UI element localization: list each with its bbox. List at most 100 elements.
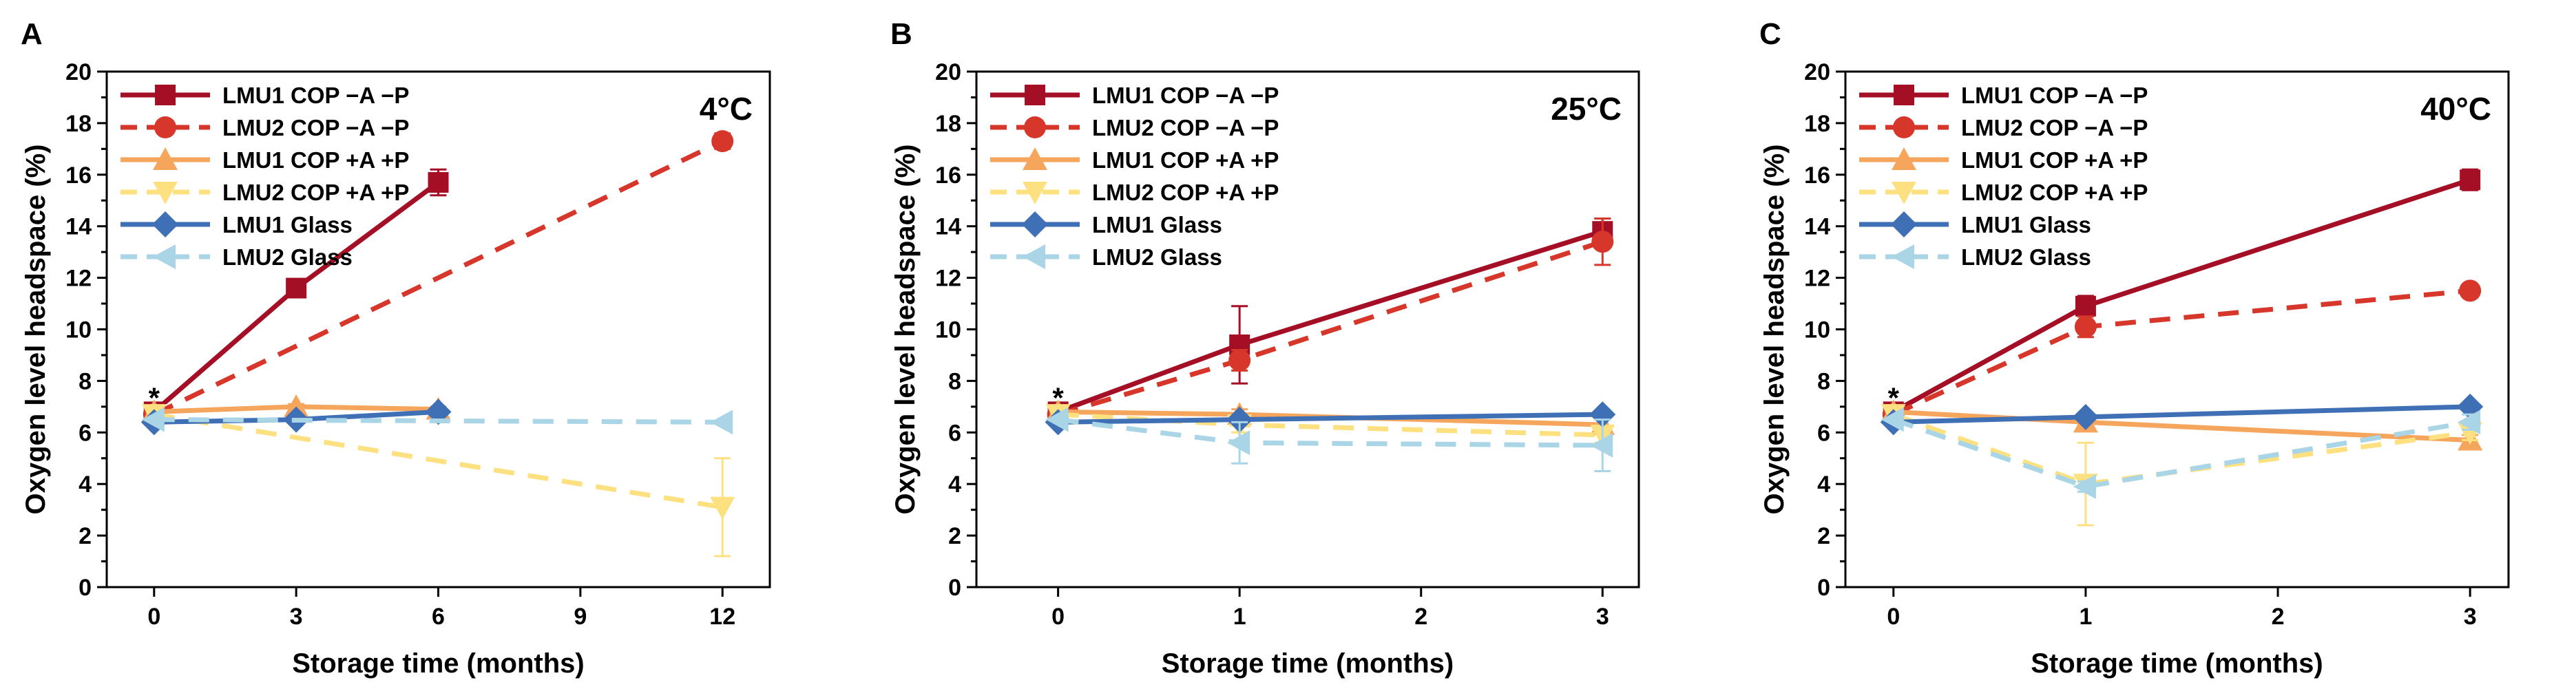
y-tick-label: 14 <box>1804 214 1830 240</box>
data-point <box>286 277 307 299</box>
data-point <box>1591 231 1614 253</box>
legend-label: LMU2 Glass <box>222 244 353 270</box>
y-tick-label: 8 <box>78 368 92 394</box>
legend-label: LMU1 COP −A −P <box>1961 83 2148 108</box>
data-point <box>2075 295 2096 317</box>
y-tick-label: 2 <box>1817 523 1830 549</box>
data-point <box>1227 430 1250 456</box>
series-line <box>1892 417 2471 489</box>
legend-marker <box>1025 85 1045 105</box>
series-5 <box>141 407 733 435</box>
series-line <box>154 417 723 425</box>
significance-annotation: * <box>1052 381 1064 414</box>
legend-label: LMU2 COP −A −P <box>1092 115 1279 140</box>
significance-annotation: * <box>149 381 160 414</box>
data-point <box>428 172 449 193</box>
temperature-label: 40°C <box>2420 91 2491 127</box>
y-tick-label: 20 <box>1804 59 1830 85</box>
legend-marker <box>1892 182 1916 204</box>
y-tick-label: 0 <box>78 575 92 601</box>
legend: LMU1 COP −A −P LMU2 COP −A −P LMU1 COP +A … <box>1859 83 2148 270</box>
y-axis-title: Oxygen level headspace (%) <box>1759 144 1790 514</box>
legend-label: LMU1 Glass <box>1961 212 2091 237</box>
plot-frame <box>105 70 771 588</box>
data-point <box>1590 433 1613 458</box>
data-point <box>710 496 735 520</box>
significance-annotation: * <box>1888 381 1900 414</box>
panel-label: C <box>1759 17 1781 51</box>
legend-marker <box>1894 85 1914 105</box>
legend-marker <box>1892 147 1916 170</box>
y-tick-label: 4 <box>1817 471 1830 498</box>
data-point <box>141 407 165 432</box>
legend-label: LMU1 COP +A +P <box>1092 147 1279 173</box>
legend-label: LMU2 Glass <box>1961 244 2091 270</box>
legend-marker <box>152 211 178 237</box>
x-tick-label: 3 <box>290 604 303 630</box>
y-tick-label: 10 <box>1804 317 1830 343</box>
legend: LMU1 COP −A −P LMU2 COP −A −P LMU1 COP +A … <box>990 83 1279 270</box>
legend-marker <box>1023 182 1047 204</box>
y-tick-label: 6 <box>1817 420 1830 446</box>
y-tick-label: 20 <box>935 59 961 85</box>
y-tick-label: 12 <box>935 266 961 292</box>
series-1 <box>1882 279 2482 426</box>
data-point <box>710 410 733 435</box>
legend-label: LMU1 Glass <box>1092 212 1222 237</box>
y-tick-label: 6 <box>78 420 92 446</box>
data-point <box>2459 279 2482 302</box>
y-tick-label: 0 <box>948 575 961 601</box>
data-point <box>1589 401 1616 428</box>
x-tick-label: 2 <box>1414 604 1427 630</box>
legend-label: LMU2 COP −A −P <box>1961 115 2148 140</box>
legend-marker <box>1023 147 1047 170</box>
x-tick-label: 3 <box>2464 604 2477 630</box>
legend-marker <box>1892 244 1914 269</box>
series-line <box>1892 412 2471 487</box>
data-point <box>2458 410 2481 435</box>
x-tick-label: 0 <box>147 604 160 630</box>
x-tick-label: 6 <box>432 604 445 630</box>
legend-marker <box>153 244 176 269</box>
legend-marker <box>1024 116 1046 138</box>
legend-label: LMU1 COP −A −P <box>222 83 409 108</box>
y-tick-label: 10 <box>65 317 92 343</box>
x-tick-label: 2 <box>2272 604 2285 630</box>
data-point <box>2073 474 2096 499</box>
x-tick-label: 1 <box>1233 604 1246 630</box>
y-tick-label: 8 <box>948 368 961 394</box>
data-point <box>425 399 452 425</box>
y-tick-label: 14 <box>935 214 961 240</box>
y-tick-label: 18 <box>1804 111 1830 137</box>
x-axis-title: Storage time (months) <box>2031 648 2323 679</box>
y-tick-label: 4 <box>78 471 92 498</box>
temperature-label: 25°C <box>1551 91 1622 127</box>
x-axis-title: Storage time (months) <box>292 648 584 679</box>
series-line <box>154 412 723 510</box>
series-line <box>1892 288 2471 417</box>
y-tick-label: 0 <box>1817 575 1830 601</box>
x-axis-title: Storage time (months) <box>1162 648 1454 679</box>
data-point <box>284 394 309 417</box>
legend-label: LMU1 COP −A −P <box>1092 83 1279 108</box>
y-tick-label: 16 <box>65 162 92 189</box>
legend-label: LMU1 Glass <box>222 212 353 237</box>
y-tick-label: 12 <box>65 266 92 292</box>
y-tick-label: 8 <box>1817 368 1830 394</box>
plot-frame <box>975 70 1640 588</box>
y-tick-label: 6 <box>948 420 961 446</box>
legend-marker <box>1022 211 1048 237</box>
y-tick-label: 16 <box>1804 162 1830 189</box>
legend-marker <box>1891 211 1917 237</box>
x-tick-label: 3 <box>1596 604 1609 630</box>
x-tick-label: 0 <box>1887 604 1900 630</box>
legend-label: LMU2 COP −A −P <box>222 115 409 140</box>
legend-label: LMU2 COP +A +P <box>222 180 409 205</box>
legend-marker <box>1023 244 1045 269</box>
data-point <box>2460 169 2481 191</box>
y-tick-label: 18 <box>65 111 92 137</box>
x-tick-label: 0 <box>1051 604 1065 630</box>
x-tick-label: 12 <box>709 604 735 630</box>
y-tick-label: 12 <box>1804 266 1830 292</box>
